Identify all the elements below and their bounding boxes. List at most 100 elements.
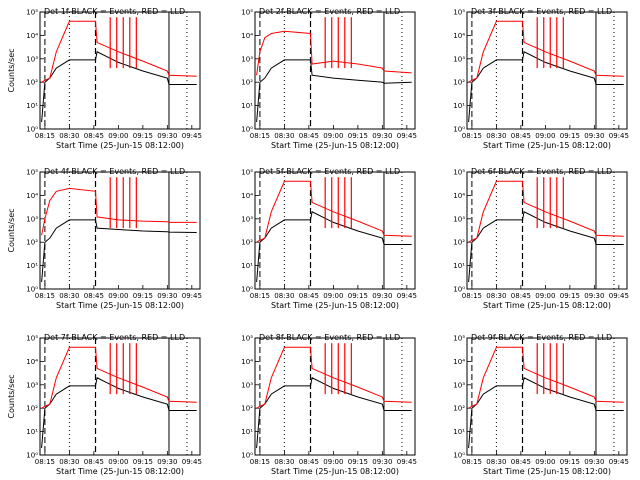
y-tick-label: 10³ bbox=[26, 215, 38, 223]
y-tick-label: 10¹ bbox=[26, 102, 38, 110]
y-tick-label: 10⁴ bbox=[26, 32, 38, 40]
x-tick-label: 09:30 bbox=[372, 132, 392, 140]
y-tick-label: 10³ bbox=[241, 215, 253, 223]
y-tick-label: 10⁴ bbox=[241, 192, 253, 200]
plot-frame bbox=[466, 337, 628, 456]
y-tick-label: 10¹ bbox=[26, 262, 38, 270]
y-tick-label: 10⁵ bbox=[26, 335, 38, 343]
y-tick-label: 10⁰ bbox=[241, 286, 253, 294]
lld-series-line bbox=[41, 346, 197, 409]
detector-panel-1: 10⁰ 10¹ 10² 10³ 10⁴ 10⁵ 08:15 08:30 08:45 09:00 09… bbox=[7, 7, 202, 150]
x-tick-label: 09:45 bbox=[609, 132, 629, 140]
x-tick-label: 08:15 bbox=[462, 292, 482, 300]
plot-frame bbox=[466, 11, 628, 130]
y-tick-label: 10³ bbox=[241, 381, 253, 389]
x-tick-label: 09:15 bbox=[133, 132, 153, 140]
y-tick-label: 10³ bbox=[26, 55, 38, 63]
y-tick-label: 10⁵ bbox=[26, 9, 38, 17]
y-axis-label: Counts/sec bbox=[7, 48, 16, 92]
x-tick-label: 08:45 bbox=[511, 132, 531, 140]
y-tick-label: 10⁴ bbox=[241, 358, 253, 366]
x-tick-label: 09:30 bbox=[157, 458, 177, 466]
x-axis-label: Start Time (25-Jun-15 08:12:00) bbox=[56, 141, 184, 150]
x-tick-label: 08:30 bbox=[274, 458, 294, 466]
x-axis-label: Start Time (25-Jun-15 08:12:00) bbox=[56, 301, 184, 310]
x-axis-label: Start Time (25-Jun-15 08:12:00) bbox=[56, 467, 184, 476]
y-tick-label: 10⁵ bbox=[241, 169, 253, 177]
x-tick-label: 09:15 bbox=[348, 458, 368, 466]
events-series-line bbox=[468, 51, 624, 123]
x-tick-label: 08:30 bbox=[274, 292, 294, 300]
y-tick-label: 10³ bbox=[453, 215, 465, 223]
y-tick-label: 10¹ bbox=[241, 262, 253, 270]
x-tick-label: 08:30 bbox=[274, 132, 294, 140]
panel-title: Det 9f BLACK = Events, RED = LLD bbox=[471, 333, 612, 342]
detector-panel-7: 10⁰ 10¹ 10² 10³ 10⁴ 10⁵ 08:15 08:30 08:45 09:00 09… bbox=[7, 333, 202, 476]
x-tick-label: 08:30 bbox=[486, 292, 506, 300]
y-tick-label: 10² bbox=[241, 239, 253, 247]
panel-title: Det 6f BLACK = Events, RED = LLD bbox=[471, 167, 612, 176]
x-tick-label: 08:45 bbox=[84, 132, 104, 140]
x-tick-label: 09:45 bbox=[397, 132, 417, 140]
y-tick-label: 10⁰ bbox=[453, 126, 465, 134]
plot-frame bbox=[39, 11, 201, 130]
x-tick-label: 09:45 bbox=[182, 132, 202, 140]
y-tick-label: 10⁰ bbox=[26, 126, 38, 134]
x-tick-label: 09:15 bbox=[133, 292, 153, 300]
x-tick-label: 09:45 bbox=[182, 292, 202, 300]
lld-series-line bbox=[256, 30, 412, 76]
detector-panel-4: 10⁰ 10¹ 10² 10³ 10⁴ 10⁵ 08:15 08:30 08:45 09:00 09… bbox=[7, 167, 202, 310]
events-series-line bbox=[41, 51, 197, 123]
y-tick-label: 10² bbox=[241, 405, 253, 413]
detector-panel-8: 10⁰ 10¹ 10² 10³ 10⁴ 10⁵ 08:15 08:30 08:45 09:00 09… bbox=[241, 333, 417, 476]
x-tick-label: 09:30 bbox=[372, 458, 392, 466]
plot-frame bbox=[39, 337, 201, 456]
events-series-line bbox=[256, 377, 412, 449]
y-tick-label: 10³ bbox=[26, 381, 38, 389]
x-tick-label: 08:30 bbox=[59, 292, 79, 300]
lld-series-line bbox=[256, 180, 412, 243]
events-series-line bbox=[256, 211, 412, 283]
x-tick-label: 09:15 bbox=[133, 458, 153, 466]
detector-panel-5: 10⁰ 10¹ 10² 10³ 10⁴ 10⁵ 08:15 08:30 08:45 09:00 09… bbox=[241, 167, 417, 310]
x-tick-label: 09:15 bbox=[348, 132, 368, 140]
y-tick-label: 10⁴ bbox=[26, 192, 38, 200]
x-tick-label: 08:30 bbox=[59, 132, 79, 140]
x-tick-label: 08:15 bbox=[35, 132, 55, 140]
plot-frame bbox=[254, 171, 416, 290]
x-tick-label: 08:45 bbox=[511, 458, 531, 466]
y-tick-label: 10² bbox=[453, 239, 465, 247]
x-tick-label: 08:45 bbox=[511, 292, 531, 300]
x-tick-label: 08:45 bbox=[299, 458, 319, 466]
y-tick-label: 10⁰ bbox=[453, 286, 465, 294]
y-tick-label: 10⁰ bbox=[26, 452, 38, 460]
y-tick-label: 10¹ bbox=[453, 428, 465, 436]
x-axis-label: Start Time (25-Jun-15 08:12:00) bbox=[483, 141, 611, 150]
x-tick-label: 09:30 bbox=[584, 132, 604, 140]
y-tick-label: 10³ bbox=[453, 55, 465, 63]
x-tick-label: 08:45 bbox=[84, 458, 104, 466]
x-tick-label: 09:30 bbox=[372, 292, 392, 300]
x-tick-label: 09:00 bbox=[108, 132, 128, 140]
y-tick-label: 10⁴ bbox=[241, 32, 253, 40]
events-series-line bbox=[256, 59, 412, 123]
y-tick-label: 10² bbox=[453, 405, 465, 413]
x-tick-label: 09:00 bbox=[108, 458, 128, 466]
lld-series-line bbox=[468, 20, 624, 83]
y-tick-label: 10⁵ bbox=[26, 169, 38, 177]
x-tick-label: 09:45 bbox=[397, 458, 417, 466]
detector-panel-6: 10⁰ 10¹ 10² 10³ 10⁴ 10⁵ 08:15 08:30 08:45 09:00 09… bbox=[453, 167, 629, 310]
y-tick-label: 10² bbox=[26, 239, 38, 247]
y-tick-label: 10⁰ bbox=[453, 452, 465, 460]
x-tick-label: 09:00 bbox=[323, 458, 343, 466]
panel-title: Det 3f BLACK = Events, RED = LLD bbox=[471, 7, 612, 16]
y-tick-label: 10¹ bbox=[241, 102, 253, 110]
x-axis-label: Start Time (25-Jun-15 08:12:00) bbox=[271, 301, 399, 310]
x-tick-label: 08:15 bbox=[462, 458, 482, 466]
y-tick-label: 10² bbox=[26, 405, 38, 413]
panel-title: Det 8f BLACK = Events, RED = LLD bbox=[259, 333, 400, 342]
y-tick-label: 10⁵ bbox=[453, 169, 465, 177]
y-tick-label: 10⁵ bbox=[453, 335, 465, 343]
x-axis-label: Start Time (25-Jun-15 08:12:00) bbox=[483, 301, 611, 310]
detector-panel-2: 10⁰ 10¹ 10² 10³ 10⁴ 10⁵ 08:15 08:30 08:45 09:00 09… bbox=[241, 7, 417, 150]
